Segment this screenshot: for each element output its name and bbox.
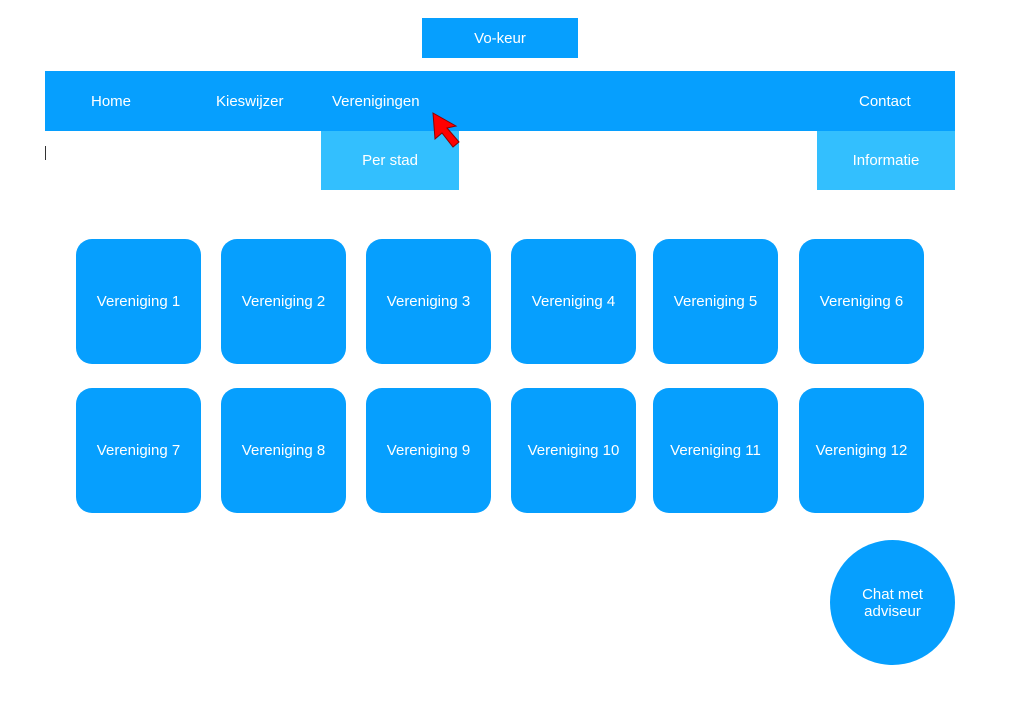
vereniging-tile[interactable]: Vereniging 5 [653,239,778,364]
vereniging-tile[interactable]: Vereniging 6 [799,239,924,364]
dropdown-item-informatie[interactable]: Informatie [817,131,955,190]
vereniging-tile[interactable]: Vereniging 11 [653,388,778,513]
vereniging-tile[interactable]: Vereniging 4 [511,239,636,364]
vereniging-tile[interactable]: Vereniging 7 [76,388,201,513]
nav-item-contact[interactable]: Contact [859,92,911,110]
nav-item-home[interactable]: Home [91,92,132,110]
vereniging-tile[interactable]: Vereniging 1 [76,239,201,364]
vereniging-tile[interactable]: Vereniging 9 [366,388,491,513]
vereniging-tile[interactable]: Vereniging 10 [511,388,636,513]
nav-item-kieswijzer[interactable]: Kieswijzer [216,92,284,110]
chat-advisor-button[interactable]: Chat met adviseur [830,540,955,665]
main-navigation: Home Kieswijzer Verenigingen Contact [45,71,955,131]
chat-button-text: Chat met adviseur [862,586,923,620]
dropdown-item-per-stad[interactable]: Per stad [321,131,459,190]
vereniging-tile[interactable]: Vereniging 3 [366,239,491,364]
chat-label-line-1: Chat met [862,585,923,603]
mouse-pointer-icon [432,112,460,148]
vereniging-tile[interactable]: Vereniging 12 [799,388,924,513]
vereniging-tile[interactable]: Vereniging 2 [221,239,346,364]
vereniging-tile[interactable]: Vereniging 8 [221,388,346,513]
logo-button[interactable]: Vo-keur [422,18,578,58]
nav-item-verenigingen[interactable]: Verenigingen [332,92,420,110]
text-caret [45,146,46,160]
chat-label-line-2: adviseur [864,602,921,620]
